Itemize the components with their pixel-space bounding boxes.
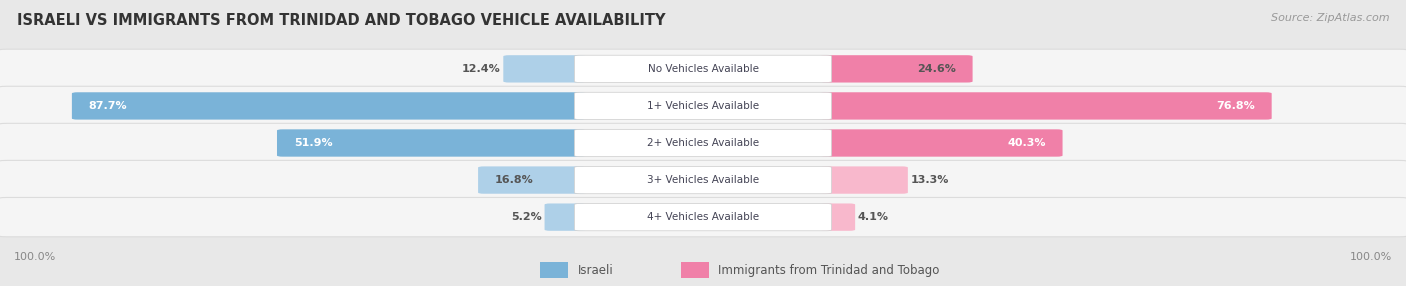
Text: 87.7%: 87.7%	[89, 101, 128, 111]
FancyBboxPatch shape	[575, 203, 831, 231]
FancyBboxPatch shape	[544, 203, 585, 231]
Text: Immigrants from Trinidad and Tobago: Immigrants from Trinidad and Tobago	[718, 264, 939, 277]
FancyBboxPatch shape	[575, 129, 831, 157]
Text: No Vehicles Available: No Vehicles Available	[648, 64, 758, 74]
FancyBboxPatch shape	[821, 203, 855, 231]
FancyBboxPatch shape	[277, 129, 585, 157]
FancyBboxPatch shape	[821, 92, 1271, 120]
FancyBboxPatch shape	[575, 55, 831, 83]
FancyBboxPatch shape	[0, 160, 1406, 200]
Text: 1+ Vehicles Available: 1+ Vehicles Available	[647, 101, 759, 111]
Text: 2+ Vehicles Available: 2+ Vehicles Available	[647, 138, 759, 148]
FancyBboxPatch shape	[0, 197, 1406, 237]
Text: ISRAELI VS IMMIGRANTS FROM TRINIDAD AND TOBAGO VEHICLE AVAILABILITY: ISRAELI VS IMMIGRANTS FROM TRINIDAD AND …	[17, 13, 665, 28]
FancyBboxPatch shape	[0, 123, 1406, 163]
Text: Source: ZipAtlas.com: Source: ZipAtlas.com	[1271, 13, 1389, 23]
FancyBboxPatch shape	[0, 49, 1406, 89]
FancyBboxPatch shape	[821, 166, 908, 194]
Text: 16.8%: 16.8%	[495, 175, 534, 185]
FancyBboxPatch shape	[503, 55, 585, 83]
Text: 100.0%: 100.0%	[14, 253, 56, 262]
Text: 24.6%: 24.6%	[917, 64, 956, 74]
FancyBboxPatch shape	[821, 55, 973, 83]
Text: 40.3%: 40.3%	[1007, 138, 1046, 148]
FancyBboxPatch shape	[72, 92, 585, 120]
Text: 100.0%: 100.0%	[1350, 253, 1392, 262]
FancyBboxPatch shape	[821, 129, 1063, 157]
Text: 3+ Vehicles Available: 3+ Vehicles Available	[647, 175, 759, 185]
FancyBboxPatch shape	[0, 86, 1406, 126]
Text: 76.8%: 76.8%	[1216, 101, 1254, 111]
Text: 51.9%: 51.9%	[294, 138, 332, 148]
Text: 12.4%: 12.4%	[461, 64, 501, 74]
Text: 4.1%: 4.1%	[858, 212, 889, 222]
FancyBboxPatch shape	[478, 166, 585, 194]
FancyBboxPatch shape	[681, 262, 709, 279]
Text: 4+ Vehicles Available: 4+ Vehicles Available	[647, 212, 759, 222]
Text: 13.3%: 13.3%	[911, 175, 949, 185]
FancyBboxPatch shape	[575, 92, 831, 120]
Text: Israeli: Israeli	[578, 264, 613, 277]
FancyBboxPatch shape	[575, 166, 831, 194]
FancyBboxPatch shape	[540, 262, 568, 279]
Text: 5.2%: 5.2%	[510, 212, 541, 222]
